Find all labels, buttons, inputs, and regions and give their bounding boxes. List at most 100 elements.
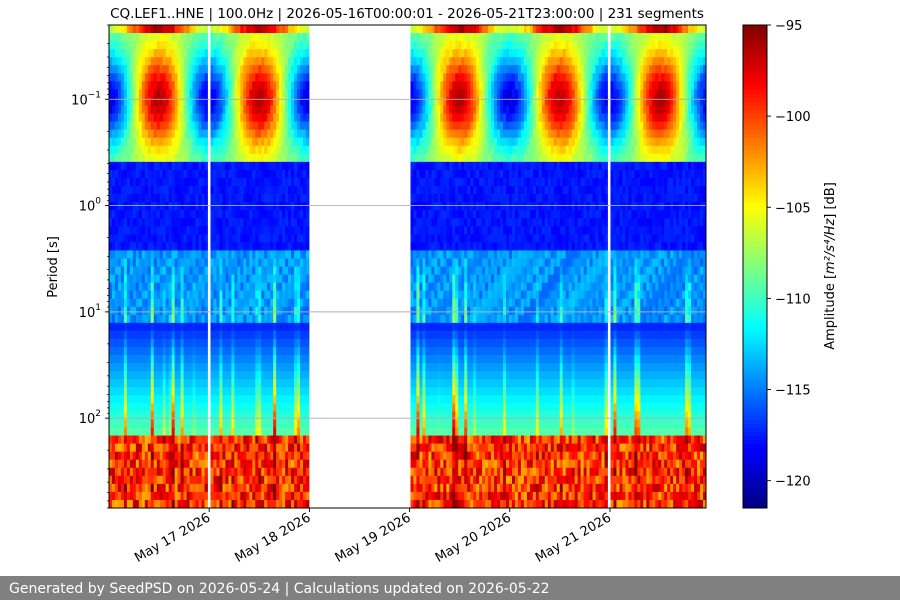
heatmap-cell [252, 33, 256, 42]
heatmap-cell [303, 97, 307, 106]
heatmap-cell [162, 33, 167, 42]
heatmap-cell [204, 129, 208, 139]
heatmap-cell [267, 427, 271, 436]
heatmap-cell [129, 161, 134, 171]
heatmap-cell [165, 169, 170, 179]
heatmap-cell [413, 314, 417, 324]
heatmap-cell [228, 145, 232, 155]
heatmap-cell [276, 186, 280, 195]
heatmap-cell [255, 427, 259, 436]
heatmap-cell [192, 73, 196, 82]
heatmap-cell [171, 435, 176, 444]
heatmap-cell [210, 186, 214, 195]
heatmap-cell [222, 177, 226, 187]
heatmap-cell [422, 499, 426, 509]
heatmap-cell [177, 145, 182, 155]
heatmap-cell [171, 242, 176, 251]
heatmap-cell [177, 459, 182, 469]
heatmap-cell [440, 483, 444, 493]
heatmap-cell [147, 169, 152, 179]
heatmap-cell [123, 234, 128, 243]
heatmap-cell [446, 41, 450, 50]
heatmap-cell [246, 330, 250, 340]
heatmap-cell [141, 145, 146, 155]
heatmap-cell [189, 314, 193, 324]
heatmap-cell [264, 186, 268, 195]
heatmap-cell [180, 371, 185, 380]
heatmap-cell [159, 226, 164, 235]
heatmap-cell [231, 355, 235, 364]
heatmap-cell [138, 25, 143, 34]
heatmap-cell [192, 194, 196, 203]
heatmap-cell [135, 210, 140, 219]
heatmap-cell [267, 419, 271, 428]
heatmap-cell [201, 427, 205, 436]
heatmap-cell [204, 322, 208, 332]
heatmap-cell [419, 33, 423, 42]
heatmap-cell [288, 210, 292, 219]
heatmap-cell [422, 186, 426, 195]
heatmap-cell [243, 226, 247, 235]
heatmap-cell [285, 113, 289, 122]
heatmap-cell [177, 81, 182, 90]
heatmap-cell [240, 491, 244, 501]
heatmap-cell [410, 282, 414, 292]
heatmap-cell [114, 306, 119, 316]
heatmap-cell [225, 49, 229, 58]
heatmap-cell [138, 177, 143, 187]
heatmap-cell [276, 419, 280, 428]
heatmap-cell [261, 355, 265, 364]
heatmap-cell [144, 129, 149, 139]
heatmap-cell [198, 467, 202, 477]
heatmap-cell [246, 266, 250, 275]
heatmap-cell [111, 137, 116, 147]
heatmap-cell [437, 314, 441, 324]
heatmap-cell [303, 234, 307, 243]
heatmap-cell [129, 242, 134, 251]
heatmap-cell [114, 419, 119, 428]
heatmap-cell [303, 137, 307, 147]
heatmap-cell [147, 403, 152, 412]
heatmap-cell [443, 33, 447, 42]
heatmap-cell [270, 411, 274, 420]
heatmap-cell [195, 113, 199, 122]
heatmap-cell [431, 467, 435, 477]
heatmap-cell [279, 137, 283, 147]
heatmap-cell [255, 266, 259, 275]
heatmap-cell [147, 186, 152, 195]
heatmap-cell [109, 330, 113, 340]
heatmap-cell [282, 194, 286, 203]
heatmap-cell [303, 411, 307, 420]
heatmap-cell [156, 322, 161, 332]
heatmap-cell [261, 218, 265, 227]
heatmap-cell [416, 113, 420, 122]
heatmap-cell [264, 258, 268, 267]
heatmap-cell [198, 145, 202, 155]
heatmap-cell [109, 355, 113, 364]
heatmap-cell [294, 322, 298, 332]
heatmap-cell [252, 129, 256, 139]
heatmap-cell [129, 322, 134, 332]
heatmap-cell [138, 427, 143, 436]
heatmap-cell [126, 113, 131, 122]
heatmap-cell [297, 145, 301, 155]
heatmap-cell [240, 49, 244, 58]
heatmap-cell [120, 435, 125, 444]
heatmap-cell [153, 97, 158, 106]
heatmap-cell [446, 210, 450, 219]
heatmap-cell [195, 491, 199, 501]
heatmap-cell [109, 145, 113, 155]
heatmap-cell [165, 73, 170, 82]
heatmap-cell [228, 395, 232, 404]
heatmap-cell [159, 161, 164, 171]
heatmap-cell [437, 186, 441, 195]
heatmap-cell [198, 210, 202, 219]
heatmap-cell [279, 274, 283, 283]
heatmap-cell [303, 274, 307, 283]
heatmap-cell [114, 186, 119, 195]
heatmap-cell [195, 330, 199, 340]
heatmap-cell [210, 483, 214, 493]
heatmap-cell [165, 129, 170, 139]
heatmap-cell [413, 290, 417, 300]
heatmap-cell [189, 282, 193, 292]
